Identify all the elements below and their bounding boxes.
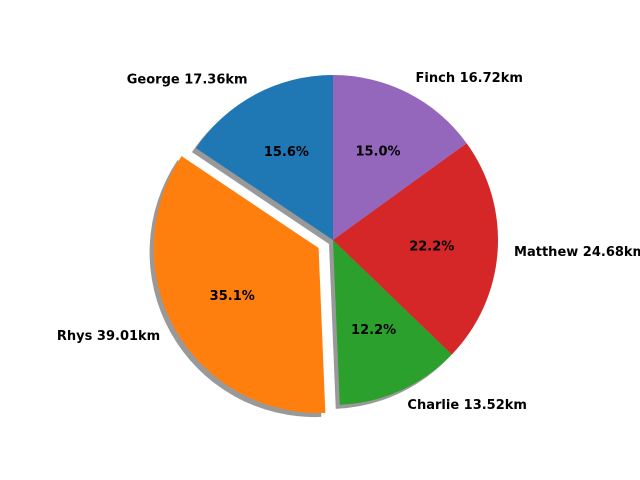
percent-label-charlie: 12.2% [351,323,396,338]
percent-label-rhys: 35.1% [210,289,255,304]
percent-label-matthew: 22.2% [409,239,454,254]
slice-label-charlie: Charlie 13.52km [407,398,527,413]
pie-slice-finch [333,75,467,240]
slice-labels: George 17.36km 15.6% Rhys 39.01km 35.1% Char… [57,71,640,413]
slice-label-rhys: Rhys 39.01km [57,329,160,344]
percent-label-george: 15.6% [264,145,309,160]
pie-slices [153,75,498,414]
slice-label-george: George 17.36km [127,72,248,87]
pie-slice-charlie [333,240,452,405]
pie-slice-rhys [153,156,326,414]
slice-label-finch: Finch 16.72km [416,71,523,86]
percent-label-finch: 15.0% [355,144,400,159]
slice-label-matthew: Matthew 24.68km [514,245,640,260]
pie-slice-matthew [333,143,498,355]
pie-slice-george [195,75,333,240]
